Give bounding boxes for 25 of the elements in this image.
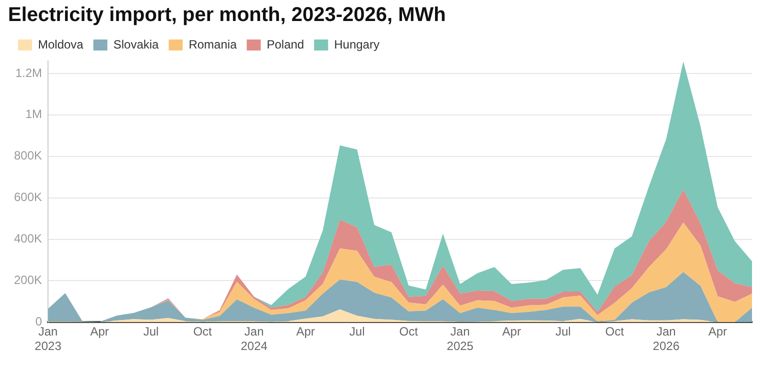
chart-title: Electricity import, per month, 2023-2026, MWh xyxy=(8,4,447,27)
x-tick-label: Jan 2026 xyxy=(652,324,680,354)
x-tick-label: Jul xyxy=(555,324,571,339)
x-tick-label: Apr xyxy=(708,324,728,339)
x-tick-label: Jul xyxy=(143,324,159,339)
x-tick-label: Jan 2024 xyxy=(240,324,268,354)
x-tick-label: Oct xyxy=(193,324,213,339)
y-tick-label: 1.2M xyxy=(15,66,42,80)
y-tick-label: 200K xyxy=(14,273,42,288)
y-tick-label: 400K xyxy=(14,232,42,246)
x-tick-label: Oct xyxy=(605,324,625,339)
y-tick-label: 800K xyxy=(14,148,42,163)
legend-label: Poland xyxy=(266,37,304,52)
x-tick-label: Apr xyxy=(296,324,315,339)
y-tick-label: 1M xyxy=(25,107,42,122)
x-tick-label: Jan 2025 xyxy=(446,324,474,354)
y-tick-label: 600K xyxy=(14,190,42,204)
legend-label: Moldova xyxy=(38,37,84,52)
legend-label: Romania xyxy=(188,37,238,52)
x-tick-label: Oct xyxy=(399,324,419,339)
x-tick-label: Jul xyxy=(349,324,365,339)
legend-label: Hungary xyxy=(334,37,380,52)
x-tick-label: Apr xyxy=(90,324,109,339)
x-tick-label: Apr xyxy=(502,324,521,339)
legend-label: Slovakia xyxy=(113,37,160,52)
